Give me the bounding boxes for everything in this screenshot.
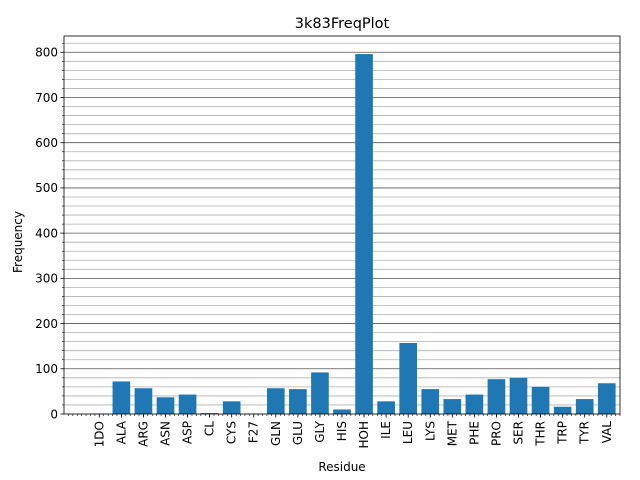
bar-layer [90, 54, 616, 415]
x-tick-label-his: HIS [335, 421, 349, 441]
y-tick-label: 0 [50, 407, 58, 421]
bar-ser [509, 377, 528, 414]
x-axis-label: Residue [318, 460, 365, 474]
x-tick-label-asn: ASN [158, 421, 172, 446]
bar-thr [531, 386, 550, 414]
plot-frame [63, 35, 621, 415]
bar-met [443, 399, 462, 414]
x-tick-label-ile: ILE [379, 421, 393, 439]
y-axis-label: Frequency [11, 211, 25, 273]
x-tick-label-asp: ASP [181, 421, 195, 444]
bar-lys [421, 389, 440, 414]
y-tick-label: 300 [35, 272, 58, 286]
x-tick-label-ser: SER [512, 421, 526, 445]
bar-hoh [355, 54, 373, 415]
x-tick-label-met: MET [445, 420, 459, 446]
x-tick-label-f27: F27 [247, 421, 261, 443]
grid-layer [64, 42, 620, 406]
bar-asn [156, 397, 175, 414]
axis-layer: 0 100 200 300 400 500 600 700 800 1DO ALA ARG ASN ASP… [35, 35, 621, 449]
chart-title: 3k83FreqPlot [295, 16, 390, 32]
x-tick-label-tyr: TYR [578, 421, 592, 445]
x-tick-label-cl: CL [203, 421, 217, 436]
bar-tyr [575, 399, 594, 414]
bar-gly [311, 372, 329, 414]
x-tick-label-lys: LYS [423, 421, 437, 441]
bar-cl [200, 413, 219, 414]
x-tick-label-arg: ARG [136, 421, 150, 447]
y-tick-label: 800 [35, 46, 58, 60]
bar-ala [112, 381, 131, 414]
y-tick-label: 100 [35, 362, 58, 376]
y-tick-label: 700 [35, 91, 58, 105]
x-tick-label-glu: GLU [291, 421, 305, 445]
bar-gln [266, 388, 285, 414]
y-tick-label: 400 [35, 226, 58, 240]
bar-phe [465, 394, 484, 414]
bar-trp [553, 406, 572, 414]
bar-asp [178, 394, 197, 414]
x-tick-label-hoh: HOH [357, 421, 371, 449]
x-tick-label-pro: PRO [489, 421, 503, 446]
bar-arg [134, 388, 153, 414]
x-tick-label-thr: THR [534, 421, 548, 447]
bar-val [597, 383, 616, 414]
x-tick-label-phe: PHE [467, 421, 481, 445]
x-tick-label-1do: 1DO [92, 421, 106, 447]
x-tick-label-gln: GLN [269, 421, 283, 446]
x-tick-label-gly: GLY [313, 420, 327, 442]
x-tick-label-ala: ALA [114, 420, 128, 444]
bar-cys [222, 401, 241, 414]
bar-his [333, 409, 351, 414]
x-tick-label-trp: TRP [556, 421, 570, 445]
y-tick-label: 200 [35, 317, 58, 331]
bar-glu [289, 389, 307, 414]
x-tick-label-cys: CYS [225, 421, 239, 444]
bar-leu [399, 343, 418, 414]
bar-pro [487, 379, 506, 414]
x-tick-label-leu: LEU [401, 421, 415, 444]
bar-ile [377, 401, 395, 414]
y-tick-label: 500 [35, 181, 58, 195]
x-tick-label-val: VAL [600, 421, 614, 444]
y-tick-label: 600 [35, 136, 58, 150]
